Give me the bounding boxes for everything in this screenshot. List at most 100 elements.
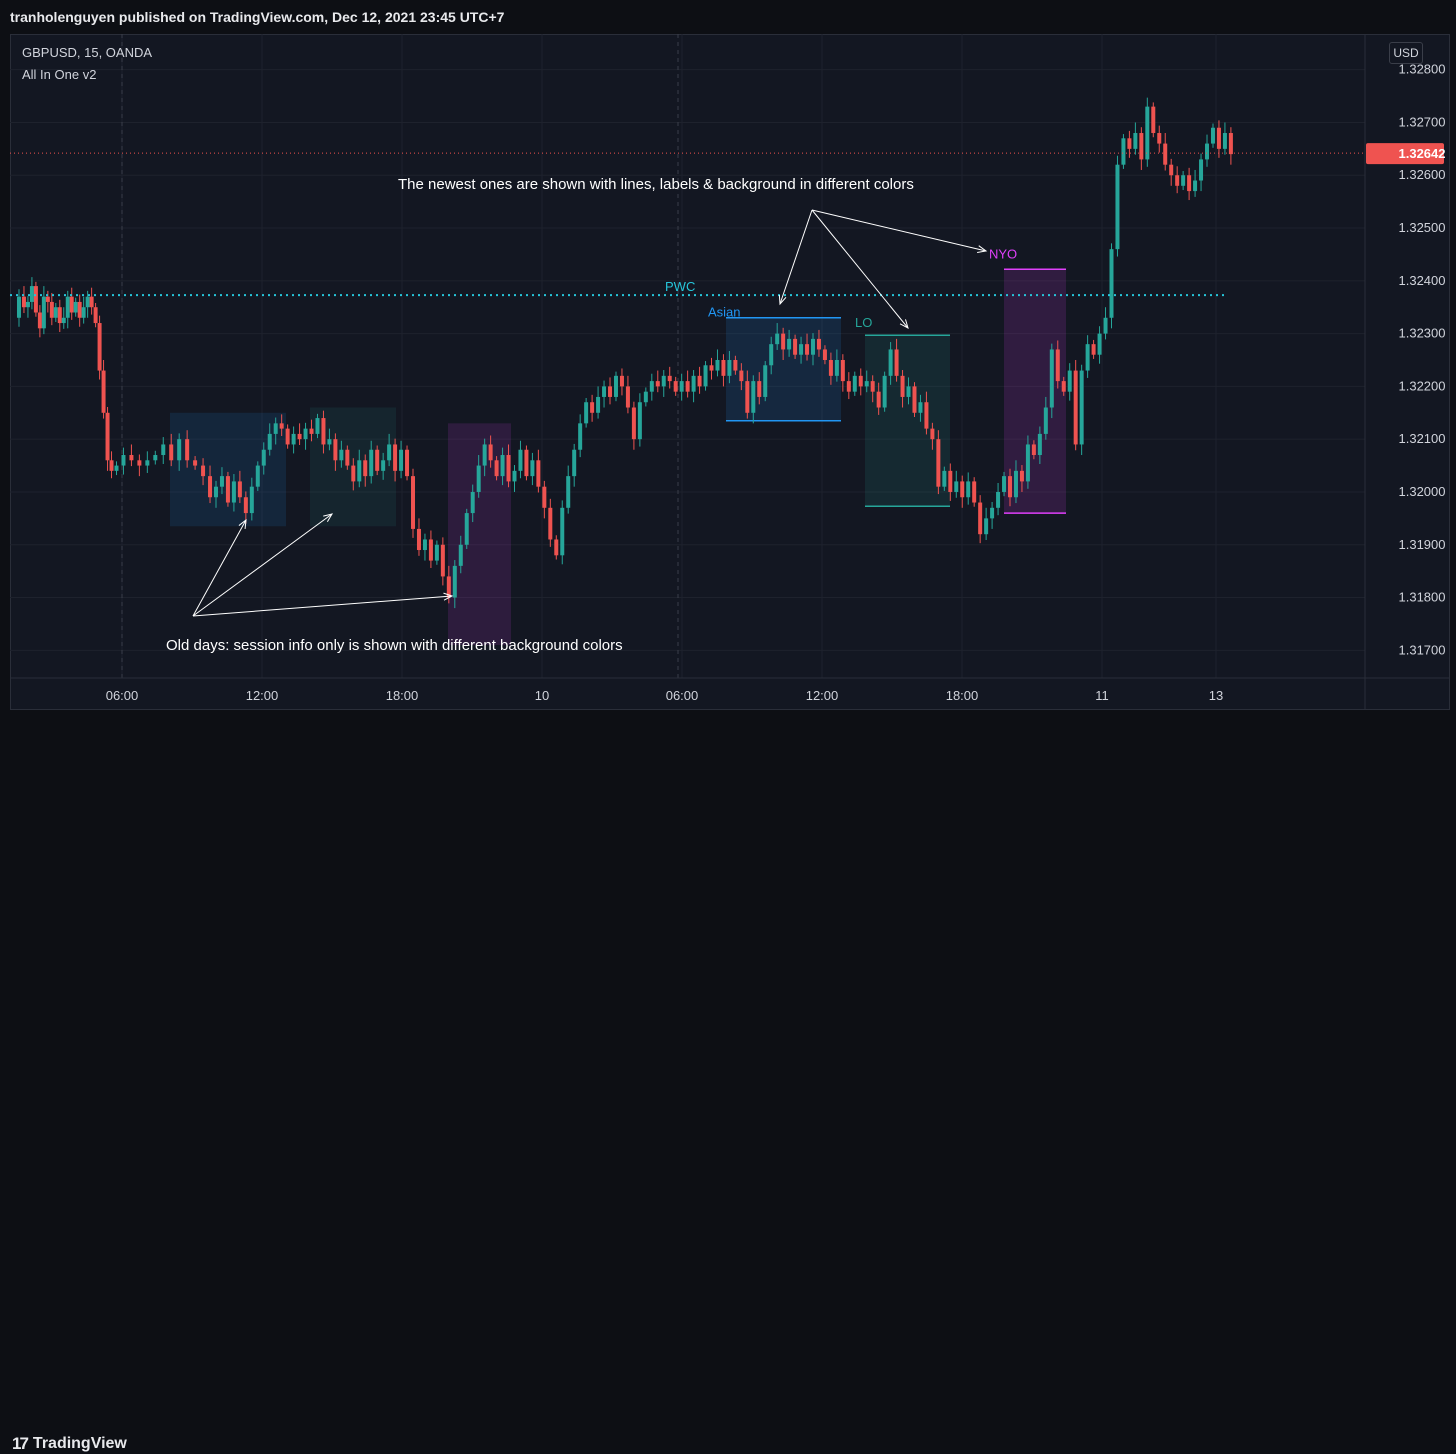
price-tick-label: 1.32500	[1399, 220, 1446, 235]
candle-body	[25, 301, 30, 308]
candle-body	[924, 402, 929, 429]
currency-button[interactable]: USD	[1389, 42, 1423, 64]
price-chart[interactable]: Asian LO NYO PWC 1.32642 The newest ones ar…	[10, 34, 1450, 710]
candle-body	[41, 296, 46, 329]
candle-body	[1103, 317, 1108, 334]
candle-body	[237, 481, 242, 498]
candle-body	[37, 312, 42, 329]
candle-body	[888, 349, 893, 376]
published-text: tranholenguyen published on TradingView.…	[10, 9, 505, 25]
price-tick-label: 1.32600	[1399, 167, 1446, 182]
candle-body	[169, 444, 174, 461]
candle-body	[375, 449, 380, 471]
candle-body	[1019, 470, 1024, 482]
candle-body	[1073, 370, 1078, 445]
candle-body	[536, 460, 541, 487]
candle-body	[1127, 138, 1132, 149]
candle-body	[858, 375, 863, 387]
candle-body	[631, 407, 636, 440]
brand-name: TradingView	[32, 1435, 127, 1452]
candle-body	[524, 449, 529, 477]
candle-body	[1008, 476, 1013, 498]
candle-body	[1025, 444, 1030, 482]
price-tick-label: 1.31800	[1399, 590, 1446, 605]
candle-body	[1210, 127, 1215, 144]
price-tick-label: 1.32800	[1399, 62, 1446, 77]
candle-body	[405, 449, 410, 477]
candle-body	[1163, 143, 1168, 165]
candle-body	[145, 460, 150, 466]
candle-body	[1061, 381, 1066, 392]
candle-body	[213, 486, 218, 498]
price-tick-label: 1.32400	[1399, 273, 1446, 288]
candle-body	[805, 344, 810, 355]
candle-body	[960, 481, 965, 498]
arrow-head	[238, 518, 247, 530]
candle-body	[422, 539, 427, 551]
footer: 17 TradingView	[0, 712, 1456, 1453]
grid-lines	[10, 34, 1365, 678]
candles	[16, 97, 1233, 609]
candle-body	[129, 455, 134, 461]
candle-body	[363, 460, 368, 477]
candle-body	[972, 481, 977, 503]
candle-body	[930, 428, 935, 440]
annotation-arrow	[192, 513, 333, 617]
candle-body	[476, 465, 481, 492]
price-tick-label: 1.32700	[1399, 114, 1446, 129]
candle-body	[840, 360, 845, 382]
candle-body	[315, 418, 320, 434]
indicator-label[interactable]: All In One v2	[22, 67, 97, 82]
candle-body	[799, 344, 804, 355]
candle-body	[590, 402, 595, 413]
candle-body	[45, 296, 50, 302]
time-tick-label: 12:00	[246, 688, 279, 703]
candle-body	[285, 428, 290, 445]
candle-body	[655, 381, 660, 387]
arrow-head	[778, 294, 787, 306]
time-tick-label: 18:00	[386, 688, 419, 703]
candle-body	[697, 375, 702, 387]
candle-body	[1121, 138, 1126, 165]
arrow-head	[323, 513, 334, 522]
candle-body	[608, 386, 613, 397]
candle-body	[542, 486, 547, 508]
candle-body	[584, 402, 589, 424]
candle-body	[649, 381, 654, 392]
candle-body	[65, 296, 70, 318]
candle-body	[578, 423, 583, 450]
candle-body	[554, 539, 559, 556]
candle-body	[29, 286, 34, 302]
candle-body	[996, 491, 1001, 508]
candle-body	[440, 544, 445, 577]
candle-body	[876, 391, 881, 408]
candle-body	[1181, 175, 1186, 186]
arrow-head	[899, 319, 909, 329]
candle-body	[201, 465, 206, 477]
time-tick-label: 11	[1095, 688, 1109, 703]
candle-body	[918, 402, 923, 413]
candle-body	[225, 476, 230, 503]
candle-body	[339, 449, 344, 461]
time-tick-label: 13	[1209, 688, 1223, 703]
candle-body	[530, 460, 535, 477]
time-tick-label: 12:00	[806, 688, 839, 703]
candle-body	[73, 301, 78, 313]
candle-body	[16, 296, 21, 318]
candle-body	[978, 502, 983, 535]
annotation-arrow	[192, 595, 453, 617]
candle-body	[470, 491, 475, 514]
candle-body	[1222, 133, 1227, 149]
lo-session-background	[865, 335, 950, 507]
symbol-label[interactable]: GBPUSD, 15, OANDA	[22, 45, 153, 60]
candle-body	[1151, 106, 1156, 134]
candle-body	[637, 402, 642, 440]
candle-body	[793, 338, 798, 355]
publish-bar: tranholenguyen published on TradingView.…	[0, 0, 1456, 34]
candle-body	[69, 296, 74, 313]
candle-body	[327, 439, 332, 445]
tradingview-logo[interactable]: 17 TradingView	[12, 1434, 127, 1454]
axes: 1.32800 1.32700 1.32600 1.32500 1.32400 1.323…	[10, 34, 1450, 710]
candle-body	[781, 333, 786, 350]
candle-body	[721, 360, 726, 376]
